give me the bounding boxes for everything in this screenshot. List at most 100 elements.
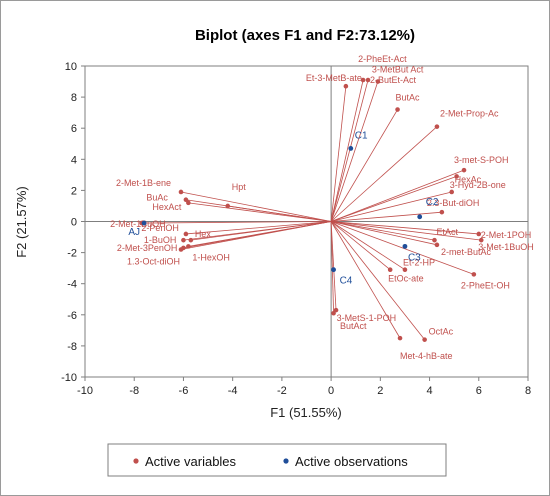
variable-point: [461, 167, 467, 173]
variable-label: 2-PenOH: [141, 223, 179, 233]
variable-point: [186, 244, 191, 249]
variable-point: [375, 79, 381, 84]
variable-point: [439, 209, 445, 215]
variable-label: Hex: [195, 229, 212, 239]
legend: Active variables Active observations: [107, 443, 447, 477]
legend-label-variables: Active variables: [145, 454, 237, 469]
legend-marker-observations: [283, 458, 289, 464]
variable-vector-line: [330, 169, 465, 222]
observation-point: [417, 214, 423, 220]
variable-label: HexAc: [455, 174, 482, 184]
variable-point: [178, 247, 184, 252]
y-tick-label: 4: [71, 154, 77, 166]
variable-label: 2-Met-1POH: [481, 230, 532, 240]
x-tick-label: -4: [228, 385, 238, 397]
variable-point: [476, 231, 482, 237]
variable-point: [183, 231, 189, 237]
y-tick-label: -2: [67, 248, 77, 260]
variable-point: [434, 242, 440, 248]
variable-vector-line: [330, 86, 347, 222]
variable-vector-line: [188, 221, 332, 247]
y-tick-label: 6: [71, 123, 77, 135]
variable-label: 3-MetBut Act: [372, 65, 424, 75]
observation-label: C2: [426, 197, 439, 208]
y-tick-label: -8: [67, 341, 77, 353]
observation-label: C3: [408, 252, 421, 263]
variable-vector-line: [330, 81, 379, 222]
variable-vector-line: [330, 79, 369, 222]
variable-vector-line: [141, 221, 332, 224]
y-tick-label: 2: [71, 185, 77, 197]
y-tick-label: -4: [67, 279, 77, 291]
x-tick-label: 4: [426, 385, 432, 397]
variable-label: 3-MetS-1-POH: [337, 313, 397, 323]
x-tick-label: -2: [277, 385, 287, 397]
variable-vector-line: [185, 221, 332, 235]
variable-label: ButAct: [340, 321, 367, 331]
observation-point: [348, 146, 354, 151]
variable-point: [454, 174, 459, 179]
variable-vector-line: [188, 202, 332, 222]
variable-point: [471, 272, 477, 277]
variable-point: [331, 310, 336, 316]
x-tick-label: -6: [179, 385, 189, 397]
variable-label: 2-Met-Prop-Ac: [440, 109, 499, 119]
variable-point: [432, 237, 437, 243]
variable-label: 2-PheEt-OH: [461, 280, 510, 290]
observation-label: AJ: [128, 227, 140, 238]
variable-label: Et-2-HP: [403, 258, 435, 268]
variable-vector-line: [330, 126, 438, 222]
legend-label-observations: Active observations: [295, 454, 408, 469]
variable-point: [333, 307, 339, 313]
variable-vector-line: [331, 191, 452, 222]
x-tick-label: -8: [129, 385, 139, 397]
y-tick-label: -10: [61, 372, 77, 384]
variable-point: [434, 124, 440, 129]
observation-point: [141, 220, 147, 226]
variable-label: 1-HexOH: [192, 252, 230, 262]
variable-vector-line: [331, 211, 442, 222]
variable-point: [178, 189, 184, 195]
variable-label: Hpt: [232, 182, 247, 192]
x-tick-label: -10: [77, 385, 93, 397]
variable-label: Et-3-MetB-ate: [306, 73, 362, 83]
variable-vector-line: [331, 221, 482, 241]
chart-title: Biplot (axes F1 and F2:73.12%): [195, 27, 415, 44]
variable-point: [402, 267, 408, 273]
variable-label: EtAct: [436, 227, 458, 237]
variable-point: [186, 200, 191, 206]
variable-label: 2.3-But-diOH: [427, 198, 480, 208]
variable-point: [395, 107, 400, 112]
variable-vector-line: [330, 109, 398, 222]
variable-label: BuAc: [146, 193, 168, 203]
x-axis-label: F1 (51.55%): [270, 405, 342, 420]
variable-label: 2-Met-3PenOH: [117, 243, 178, 253]
y-tick-label: 0: [71, 217, 77, 229]
x-tick-label: 8: [525, 385, 531, 397]
variable-label: 1.3-Oct-diOH: [127, 256, 180, 266]
x-tick-label: 6: [476, 385, 482, 397]
variable-vector-line: [330, 79, 364, 222]
variable-vector-line: [330, 176, 457, 222]
variable-vector-line: [331, 221, 479, 235]
variable-label: 3-met-S-POH: [454, 155, 509, 165]
variable-vector-line: [330, 221, 337, 311]
variable-vector-line: [330, 221, 334, 314]
variable-label: HexAct: [152, 202, 182, 212]
variable-vector-line: [180, 191, 332, 222]
variable-label: 2-met-ButAc: [441, 247, 492, 257]
legend-marker-variables: [133, 458, 139, 464]
variable-label: 3-Hyd-2B-one: [450, 180, 506, 190]
variable-vector-line: [330, 221, 406, 271]
variable-vector-line: [330, 221, 401, 339]
y-tick-label: 10: [65, 61, 77, 73]
y-tick-label: 8: [71, 92, 77, 104]
variable-vector-line: [330, 221, 425, 340]
observation-point: [402, 243, 408, 249]
variable-point: [343, 83, 349, 89]
variable-point: [360, 77, 366, 83]
observation-point: [331, 267, 336, 273]
